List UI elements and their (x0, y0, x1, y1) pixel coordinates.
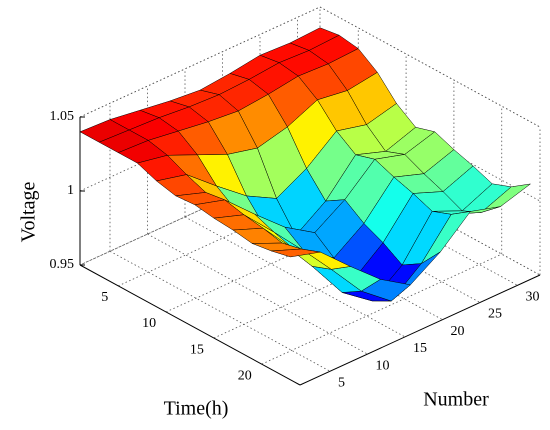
grid-line (147, 233, 368, 355)
x-tick-label: 10 (142, 316, 156, 331)
grid-line (184, 216, 406, 338)
grid-line (261, 253, 502, 365)
z-tick-label: 1 (67, 183, 74, 198)
x-tick-label: 15 (190, 342, 204, 357)
y-tick-label: 10 (376, 358, 390, 373)
x-tick-label: 20 (238, 368, 252, 383)
y-tick-label: 30 (526, 290, 540, 305)
y-tick-label: 20 (451, 324, 465, 339)
x-tick-label: 5 (101, 290, 108, 305)
axis-line (299, 274, 541, 386)
y-axis-label: Number (423, 389, 489, 411)
grid-line (109, 250, 331, 372)
x-axis-label: Time(h) (164, 398, 229, 420)
surface-patch (271, 248, 321, 258)
z-tick-label: 1.05 (50, 109, 75, 124)
grid-line (79, 6, 321, 118)
z-axis-label: Voltage (18, 182, 40, 243)
y-tick-label: 25 (488, 307, 502, 322)
axis-line (79, 264, 301, 386)
y-tick-label: 15 (413, 341, 427, 356)
grid-line (319, 6, 541, 128)
z-tick-label: 0.95 (50, 257, 75, 272)
y-tick-label: 5 (338, 375, 345, 390)
